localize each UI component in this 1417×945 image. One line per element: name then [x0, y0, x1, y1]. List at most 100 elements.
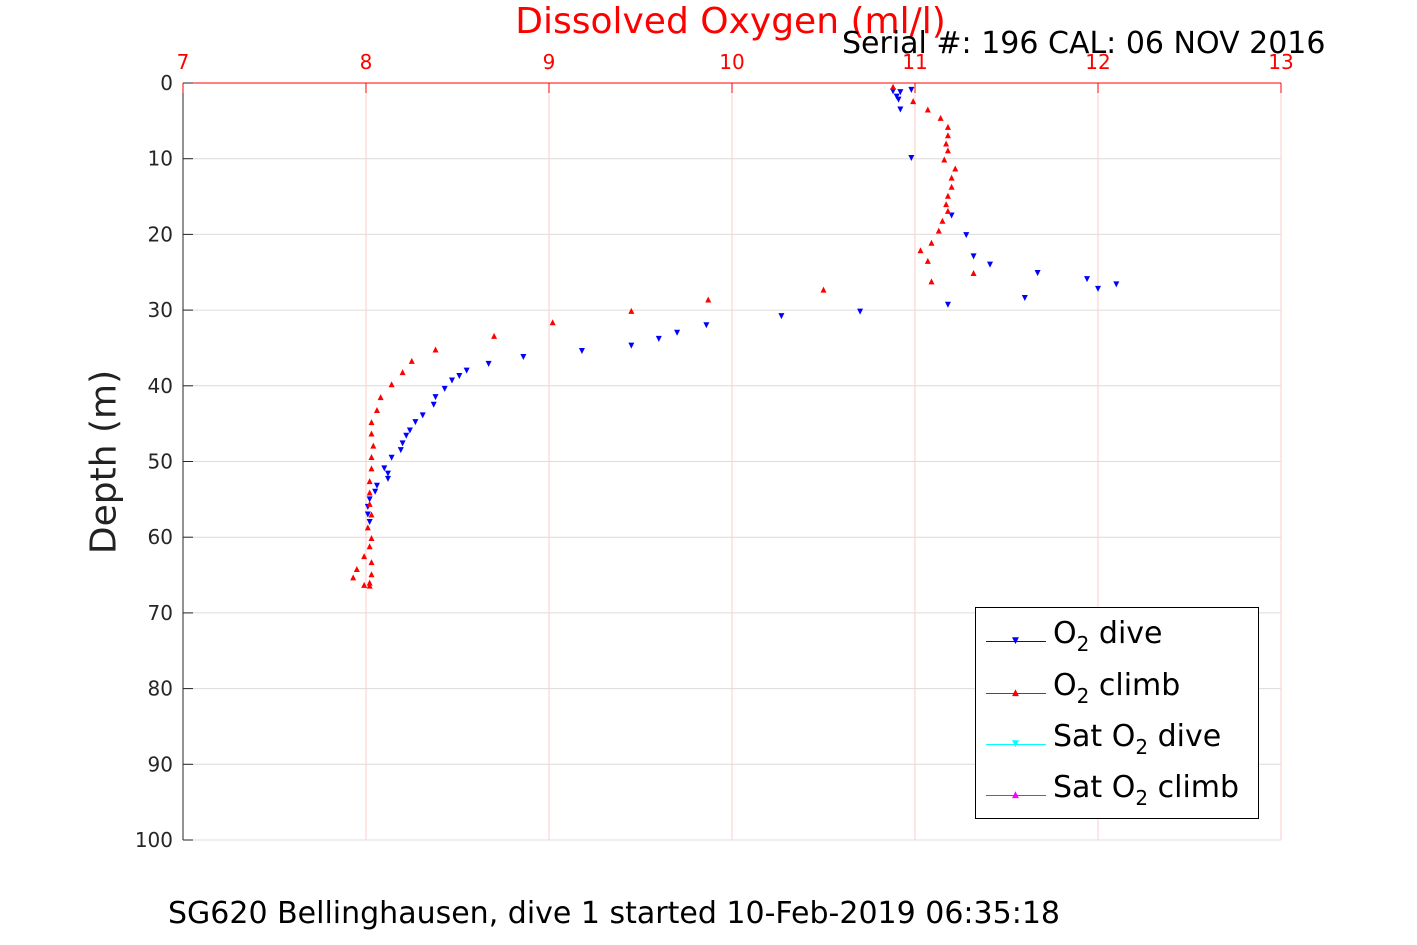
- legend-label-o2-climb: O2 climb: [1053, 668, 1181, 708]
- point-o2-dive: [857, 308, 864, 315]
- x-tick-label: 10: [719, 50, 744, 74]
- point-o2-climb: [910, 98, 917, 105]
- point-o2-climb: [952, 165, 959, 172]
- point-o2-dive: [944, 301, 951, 308]
- point-o2-dive: [1084, 276, 1091, 283]
- point-o2-dive: [674, 329, 681, 336]
- point-o2-dive: [364, 511, 371, 518]
- y-tick-label: 20: [148, 222, 173, 246]
- point-o2-dive: [384, 475, 391, 482]
- point-o2-climb: [368, 511, 375, 518]
- point-o2-climb: [361, 581, 368, 588]
- legend-marker-o2-dive: ▼: [1012, 636, 1019, 646]
- point-o2-climb: [366, 543, 373, 550]
- point-o2-dive: [948, 212, 955, 219]
- point-o2-climb: [820, 286, 827, 293]
- x-tick-label: 7: [177, 50, 190, 74]
- point-o2-dive: [463, 367, 470, 374]
- point-o2-climb: [943, 201, 950, 208]
- point-o2-dive: [456, 372, 463, 379]
- point-o2-dive: [384, 470, 391, 477]
- point-o2-climb: [948, 174, 955, 181]
- y-tick-label: 50: [148, 450, 173, 474]
- point-o2-dive: [366, 496, 373, 503]
- x-tick-label: 8: [360, 50, 373, 74]
- point-o2-dive: [987, 261, 994, 268]
- point-o2-climb: [408, 357, 415, 364]
- point-o2-climb: [943, 140, 950, 147]
- point-o2-climb: [944, 147, 951, 154]
- legend-label-sat-o2-climb: Sat O2 climb: [1053, 770, 1240, 810]
- x-tick-label: 9: [543, 50, 556, 74]
- y-tick-label: 10: [148, 147, 173, 171]
- point-o2-dive: [441, 385, 448, 392]
- y-tick-label: 100: [135, 828, 173, 852]
- point-o2-climb: [939, 217, 946, 224]
- point-o2-dive: [412, 419, 419, 426]
- point-o2-climb: [366, 579, 373, 586]
- point-o2-dive: [406, 427, 413, 434]
- point-o2-dive: [449, 377, 456, 384]
- point-o2-climb: [628, 307, 635, 314]
- point-o2-climb: [388, 381, 395, 388]
- point-o2-climb: [350, 574, 357, 581]
- legend-label-o2-dive: O2 dive: [1053, 616, 1163, 656]
- point-o2-dive: [703, 322, 710, 329]
- point-o2-climb: [549, 319, 556, 326]
- point-o2-dive: [1095, 285, 1101, 292]
- legend-marker-o2-climb: ▲: [1012, 688, 1019, 698]
- point-o2-dive: [430, 401, 437, 408]
- point-o2-dive: [520, 354, 527, 361]
- point-o2-climb: [935, 227, 942, 234]
- point-o2-dive: [399, 440, 406, 447]
- point-o2-climb: [368, 559, 375, 566]
- x-tick-label: 13: [1268, 50, 1293, 74]
- y-tick-label: 80: [148, 677, 173, 701]
- point-o2-climb: [368, 465, 375, 472]
- axes: 7 8 9 10 11 12 13 0 10 20 30 40 50 60 70 80 90 100: [135, 50, 1294, 852]
- point-o2-dive: [485, 360, 492, 367]
- point-o2-dive: [655, 335, 662, 342]
- point-o2-climb: [364, 524, 371, 531]
- point-o2-dive: [388, 454, 395, 461]
- chart-caption: SG620 Bellinghausen, dive 1 started 10-F…: [168, 896, 1060, 931]
- point-o2-climb: [890, 83, 897, 90]
- point-o2-climb: [917, 247, 924, 254]
- point-o2-climb: [353, 565, 360, 572]
- point-o2-dive: [897, 106, 904, 113]
- point-o2-climb: [361, 553, 368, 560]
- y-tick-label: 90: [148, 752, 173, 776]
- point-o2-dive: [908, 154, 915, 161]
- point-o2-climb: [970, 270, 977, 277]
- point-o2-climb: [944, 207, 951, 214]
- point-o2-climb: [368, 453, 375, 460]
- x-tick-label: 11: [902, 50, 927, 74]
- grid: [182, 82, 1282, 841]
- legend-marker-sat-o2-dive: ▼: [1012, 739, 1019, 749]
- point-o2-climb: [928, 278, 935, 285]
- legend-item-o2-dive: ▼ O2 dive: [976, 612, 1258, 662]
- chart-subtitle: Serial #: 196 CAL: 06 NOV 2016: [842, 26, 1326, 61]
- point-o2-climb: [944, 192, 951, 199]
- point-o2-climb: [944, 123, 951, 130]
- legend-line-sat-o2-dive: [986, 744, 1046, 745]
- legend-line-o2-climb: [986, 693, 1046, 694]
- point-o2-climb: [366, 478, 373, 485]
- point-o2-dive: [890, 88, 897, 95]
- point-o2-climb: [928, 239, 935, 246]
- point-o2-climb: [705, 296, 712, 303]
- point-o2-climb: [948, 183, 955, 190]
- point-o2-dive: [1113, 281, 1120, 288]
- point-o2-dive: [908, 86, 915, 93]
- legend-item-sat-o2-climb: ▲ Sat O2 climb: [976, 766, 1258, 816]
- point-o2-dive: [1021, 294, 1028, 301]
- point-o2-dive: [381, 465, 388, 472]
- point-o2-dive: [578, 347, 585, 354]
- y-tick-label: 40: [148, 374, 173, 398]
- legend-label-sat-o2-dive: Sat O2 dive: [1053, 719, 1222, 759]
- point-o2-dive: [372, 488, 379, 495]
- point-o2-climb: [491, 332, 498, 339]
- point-o2-climb: [368, 419, 375, 426]
- point-o2-dive: [373, 482, 380, 489]
